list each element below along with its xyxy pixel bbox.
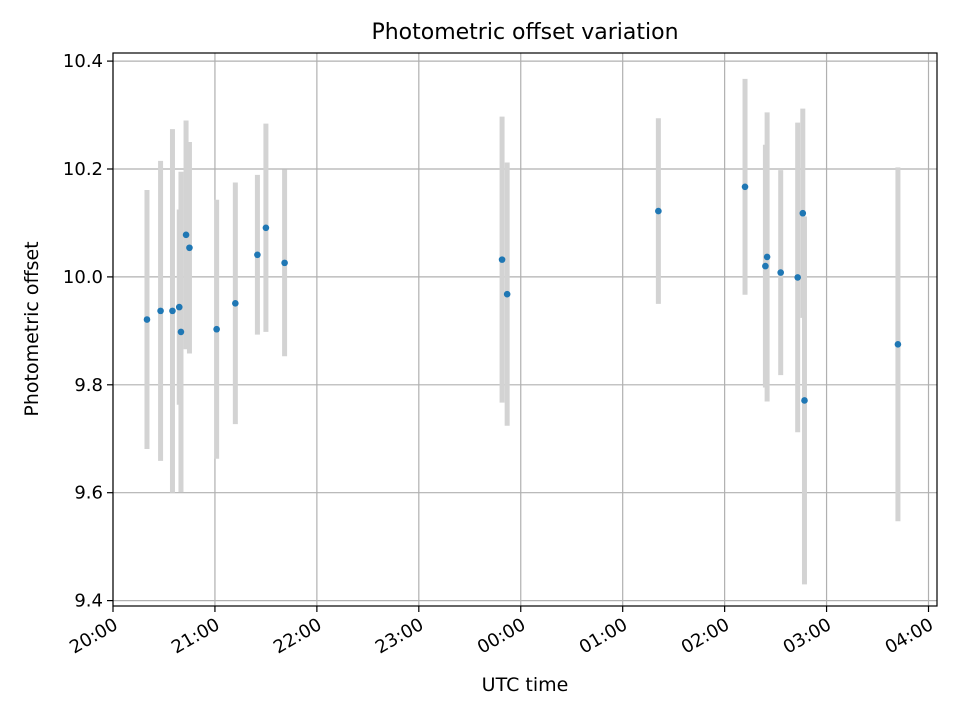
x-tick-label: 23:00 (372, 614, 427, 658)
data-point (762, 262, 769, 270)
data-point (157, 307, 164, 315)
data-point (232, 300, 239, 307)
data-point (186, 244, 193, 252)
x-tick-label: 20:00 (66, 614, 121, 658)
data-point (655, 207, 662, 215)
x-tick-label: 01:00 (576, 614, 631, 658)
data-point (777, 269, 784, 276)
y-tick-label: 9.4 (74, 591, 103, 612)
data-point (182, 231, 190, 239)
chart-title: Photometric offset variation (371, 20, 678, 45)
data-point (801, 397, 808, 404)
data-point (177, 328, 185, 336)
data-point (281, 259, 288, 267)
data-point (503, 290, 511, 298)
data-point (143, 316, 151, 323)
x-axis-label: UTC time (482, 674, 569, 696)
data-point (763, 253, 771, 261)
y-axis-label: Photometric offset (21, 241, 43, 416)
data-point (213, 325, 220, 333)
data-point (169, 307, 176, 315)
x-tick-label: 22:00 (270, 614, 325, 658)
y-tick-label: 9.8 (74, 375, 103, 396)
error-bars (144, 78, 901, 585)
data-point (799, 209, 807, 217)
x-axis-ticks: 20:00 21:00 22:00 23:00 00:00 01:00 02:00 03:00… (66, 606, 937, 658)
y-tick-label: 10.4 (63, 51, 103, 72)
x-tick-label: 00:00 (474, 614, 529, 658)
data-point (175, 303, 183, 311)
y-tick-label: 10.2 (63, 159, 103, 180)
data-point (894, 341, 902, 348)
y-tick-label: 10.0 (63, 267, 103, 288)
x-tick-label: 02:00 (678, 614, 733, 658)
y-axis-ticks: 9.4 9.6 9.8 10.0 10.2 10.4 (63, 51, 113, 612)
data-point (794, 274, 801, 281)
data-point (498, 256, 506, 263)
data-point (254, 251, 261, 259)
data-points (143, 183, 902, 404)
axes-frame (112, 52, 938, 607)
x-tick-label: 03:00 (780, 614, 835, 658)
y-tick-label: 9.6 (74, 483, 103, 504)
x-tick-label: 04:00 (882, 614, 937, 658)
data-point (741, 183, 749, 191)
x-tick-label: 21:00 (168, 614, 223, 658)
data-point (262, 224, 270, 232)
